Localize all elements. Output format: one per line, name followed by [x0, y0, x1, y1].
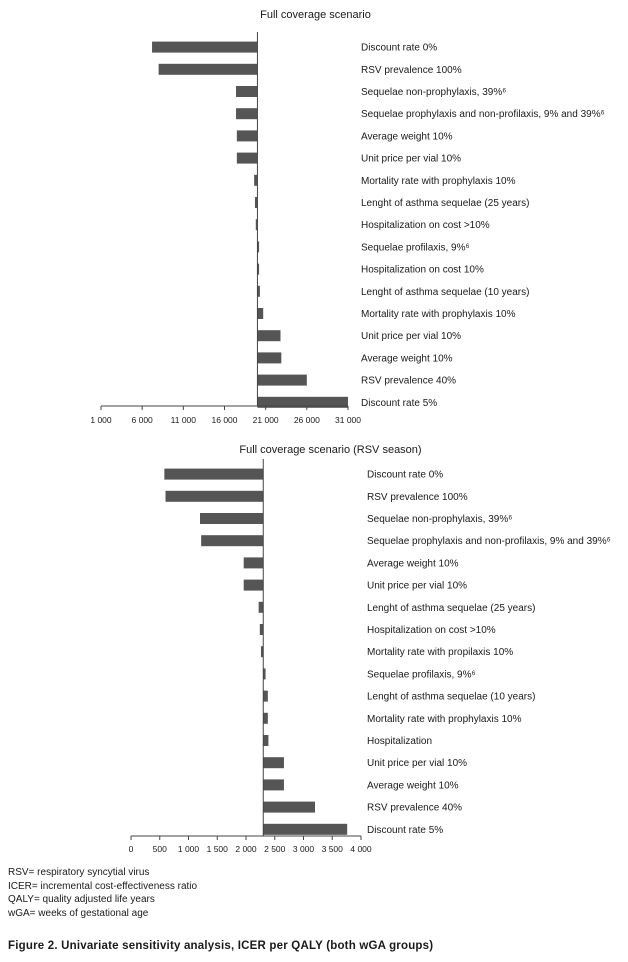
bar: [158, 63, 258, 75]
category-label: Discount rate 0%: [361, 43, 437, 54]
bar: [236, 152, 258, 164]
figure-caption: Figure 2. Univariate sensitivity analysi…: [8, 940, 434, 952]
bar: [259, 624, 264, 635]
bar: [243, 557, 264, 569]
category-label: Average weight 10%: [367, 780, 459, 791]
bar: [260, 646, 264, 658]
x-tick-label: 0: [129, 844, 134, 854]
category-label: Discount rate 5%: [367, 825, 443, 836]
category-label: Unit price per vial 10%: [361, 331, 461, 342]
bar: [258, 601, 264, 613]
category-label: Sequelae profilaxis, 9%⁶: [367, 669, 476, 680]
x-tick-label: 3 000: [293, 844, 315, 854]
category-label: Lenght of asthma sequelae (10 years): [361, 287, 529, 298]
category-label: Unit price per vial 10%: [361, 154, 461, 165]
category-label: Sequelae prophylaxis and non-profilaxis,…: [361, 109, 605, 120]
x-tick-label: 16 000: [212, 415, 238, 425]
category-label: Discount rate 0%: [367, 470, 443, 481]
x-tick-label: 1 000: [90, 415, 112, 425]
x-tick-label: 2 000: [235, 844, 257, 854]
bar: [257, 374, 307, 386]
x-tick-label: 26 000: [294, 415, 320, 425]
bar: [152, 41, 258, 53]
category-label: Lenght of asthma sequelae (25 years): [361, 198, 529, 209]
category-label: Sequelae non-prophylaxis, 39%⁶: [367, 514, 512, 525]
bar: [254, 197, 258, 208]
x-tick-label: 1 000: [178, 844, 200, 854]
bar: [243, 579, 264, 591]
bar: [263, 757, 284, 769]
category-label: Mortality rate with prophylaxis 10%: [361, 309, 516, 320]
x-tick-label: 4 000: [350, 844, 372, 854]
bar: [263, 668, 266, 680]
category-label: Average weight 10%: [361, 353, 453, 364]
category-label: Hospitalization on cost 10%: [361, 265, 484, 276]
x-tick-label: 1 500: [207, 844, 229, 854]
category-label: Mortality rate with propilaxis 10%: [367, 647, 513, 658]
category-label: RSV prevalence 40%: [367, 803, 462, 814]
bar: [165, 490, 264, 502]
category-label: Mortality rate with prophylaxis 10%: [367, 714, 522, 725]
abbreviation-notes: RSV= respiratory syncytial virus ICER= i…: [8, 866, 197, 920]
note-rsv: RSV= respiratory syncytial virus: [8, 867, 150, 878]
bar: [263, 690, 268, 702]
bar: [263, 801, 315, 813]
note-qaly: QALY= quality adjusted life years: [8, 894, 155, 905]
category-label: Sequelae non-prophylaxis, 39%⁶: [361, 87, 506, 98]
x-tick-label: 11 000: [171, 415, 197, 425]
category-label: Average weight 10%: [361, 131, 453, 142]
category-label: Average weight 10%: [367, 558, 459, 569]
category-label: RSV prevalence 40%: [361, 376, 456, 387]
bar: [257, 241, 260, 253]
bar: [254, 174, 258, 186]
bar: [257, 352, 282, 364]
bar: [236, 130, 258, 142]
bar: [257, 396, 348, 408]
category-label: Hospitalization: [367, 736, 432, 747]
category-label: RSV prevalence 100%: [361, 65, 462, 76]
x-tick-label: 21 000: [253, 415, 279, 425]
category-label: Unit price per vial 10%: [367, 581, 467, 592]
bar: [257, 263, 260, 275]
category-label: Discount rate 5%: [361, 398, 437, 409]
x-tick-label: 6 000: [132, 415, 154, 425]
bar: [236, 86, 258, 97]
category-label: Sequelae profilaxis, 9%⁶: [361, 242, 470, 253]
bar: [255, 219, 258, 231]
note-icer: ICER= incremental cost-effectiveness rat…: [8, 880, 198, 892]
category-label: Hospitalization on cost >10%: [361, 220, 490, 231]
tornado-chart-rsv-season: Full coverage scenario (RSV season) Disco…: [129, 444, 611, 854]
bar: [263, 779, 284, 791]
x-tick-label: 500: [153, 844, 167, 854]
bar: [263, 712, 268, 724]
x-tick-label: 31 000: [335, 415, 361, 425]
bar: [200, 513, 264, 524]
tornado-chart-full-coverage: Full coverage scenario Discount rate 0% RS…: [90, 9, 605, 425]
chart-title: Full coverage scenario: [260, 9, 371, 21]
category-label: Hospitalization on cost >10%: [367, 625, 496, 636]
category-label: Mortality rate with prophylaxis 10%: [361, 176, 516, 187]
x-tick-label: 2 500: [264, 844, 286, 854]
note-wga: wGA= weeks of gestational age: [8, 907, 149, 919]
chart-title: Full coverage scenario (RSV season): [239, 444, 421, 456]
bar: [263, 735, 269, 746]
category-label: Lenght of asthma sequelae (25 years): [367, 603, 535, 614]
bar: [236, 108, 258, 120]
bar: [257, 285, 260, 297]
category-label: Sequelae prophylaxis and non-profilaxis,…: [367, 536, 611, 547]
category-label: Unit price per vial 10%: [367, 758, 467, 769]
bar: [164, 468, 264, 480]
bar: [257, 308, 264, 319]
bar: [263, 823, 348, 835]
category-label: RSV prevalence 100%: [367, 492, 468, 503]
bar: [201, 535, 264, 547]
x-tick-label: 3 500: [322, 844, 344, 854]
category-label: Lenght of asthma sequelae (10 years): [367, 692, 535, 703]
bar: [257, 330, 281, 342]
